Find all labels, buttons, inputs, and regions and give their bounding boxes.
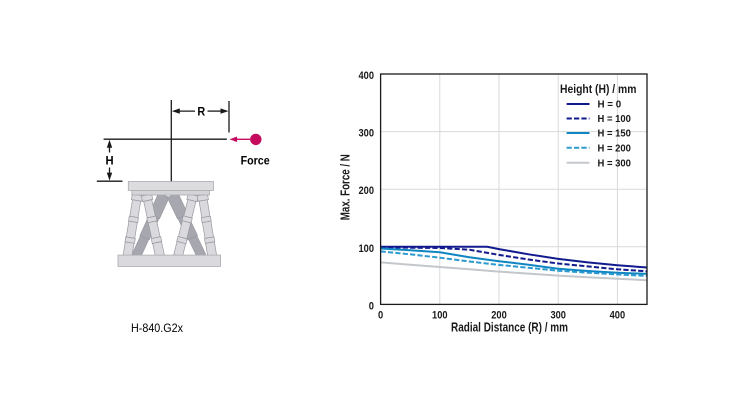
svg-text:0: 0 bbox=[378, 310, 383, 322]
svg-text:H = 0: H = 0 bbox=[598, 99, 622, 111]
svg-text:R: R bbox=[197, 104, 205, 118]
svg-text:H = 200: H = 200 bbox=[598, 143, 632, 155]
svg-text:H = 300: H = 300 bbox=[598, 158, 632, 170]
svg-text:Radial Distance (R) / mm: Radial Distance (R) / mm bbox=[451, 320, 568, 335]
svg-text:Max. Force / N: Max. Force / N bbox=[339, 154, 353, 220]
svg-text:H = 100: H = 100 bbox=[598, 113, 632, 125]
svg-text:100: 100 bbox=[359, 243, 375, 255]
svg-text:300: 300 bbox=[359, 128, 375, 140]
svg-text:400: 400 bbox=[610, 310, 626, 322]
svg-text:0: 0 bbox=[369, 300, 374, 312]
svg-text:H-840.G2x: H-840.G2x bbox=[131, 321, 183, 335]
svg-text:200: 200 bbox=[491, 310, 507, 322]
svg-text:100: 100 bbox=[432, 310, 448, 322]
svg-text:Height (H) / mm: Height (H) / mm bbox=[560, 82, 636, 96]
svg-text:200: 200 bbox=[359, 185, 375, 197]
svg-text:H = 150: H = 150 bbox=[598, 128, 632, 140]
svg-text:400: 400 bbox=[359, 70, 375, 82]
svg-text:H: H bbox=[106, 154, 114, 168]
svg-text:300: 300 bbox=[550, 310, 566, 322]
svg-text:Force: Force bbox=[241, 155, 270, 167]
